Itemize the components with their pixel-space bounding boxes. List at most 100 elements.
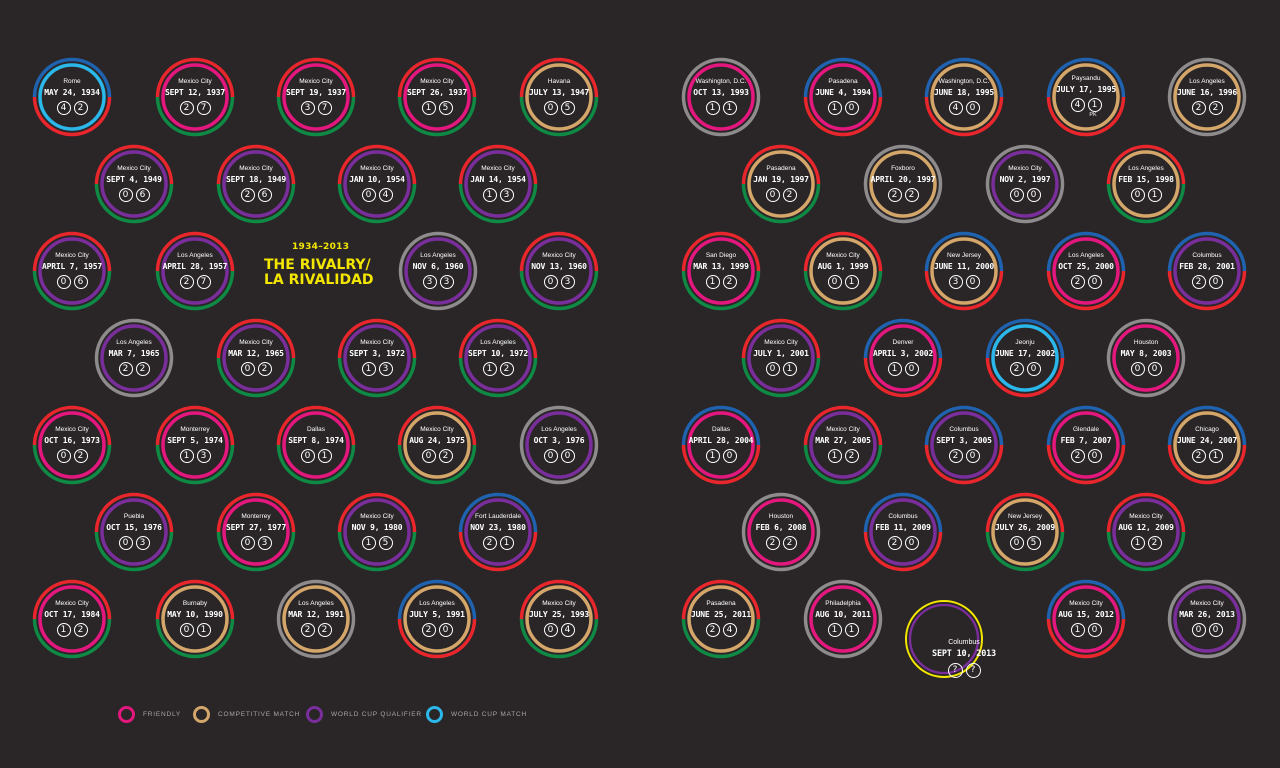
match-ring [681,57,761,137]
match-ring [863,492,943,572]
outer-ring-segment [803,96,883,137]
outer-ring-segment [924,270,1004,311]
inner-ring [1112,150,1180,218]
match-info: Mexico City SEPT 3, 1972 1 3 [337,318,417,398]
outer-ring [905,600,983,678]
match-circle: Los Angeles JUNE 16, 1996 2 2 [1167,57,1247,137]
mexico-score: 0 [1087,448,1102,463]
match-info: Mexico City SEPT 18, 1949 2 6 [216,144,296,224]
match-info: Washington, D.C. JUNE 18, 1995 4 0 [924,57,1004,137]
match-ring [905,600,983,678]
outer-ring-segment [519,405,599,446]
match-date: MAR 7, 1965 [108,348,160,358]
usa-score: 3 [300,100,315,115]
outer-ring-segment [985,531,1065,572]
match-info: Mexico City NOV 9, 1980 1 5 [337,492,417,572]
match-date: MAY 24, 1934 [44,87,100,97]
outer-ring-segment [924,57,1004,98]
mexico-score: 5 [438,100,453,115]
match-ring [924,57,1004,137]
match-city: Columbus [1192,251,1222,259]
match-info: Puebla OCT 15, 1976 0 3 [94,492,174,572]
outer-ring-segment [1106,531,1186,572]
outer-ring-segment [397,96,477,137]
match-city: Glendale [1072,425,1100,433]
match-city: Denver [892,338,914,346]
match-date: SEPT 27, 1977 [225,522,286,532]
outer-ring-segment [1046,405,1126,446]
match-date: AUG 1, 1999 [817,261,869,271]
match-circle: Monterrey SEPT 27, 1977 0 3 [216,492,296,572]
match-date: MAY 8, 2003 [1120,348,1172,358]
match-ring [681,405,761,485]
match-info: Mexico City NOV 2, 1997 0 0 [985,144,1065,224]
match-circle: Los Angeles MAR 7, 1965 2 2 [94,318,174,398]
inner-ring [809,237,877,305]
usa-score: 2 [118,361,133,376]
match-ring [458,144,538,224]
usa-score: 1 [827,100,842,115]
inner-ring [1173,411,1241,479]
inner-ring [1052,63,1120,131]
match-info: Los Angeles APRIL 28, 1957 2 7 [155,231,235,311]
match-date: APRIL 20, 1997 [870,174,936,184]
inner-ring [687,237,755,305]
outer-ring-segment [1046,57,1126,98]
match-info: Mexico City MAR 12, 1965 0 2 [216,318,296,398]
inner-ring [991,150,1059,218]
outer-ring-segment [803,270,883,311]
match-circle: Mexico City APRIL 7, 1957 0 6 [32,231,112,311]
match-info: Mexico City OCT 16, 1973 0 2 [32,405,112,485]
match-info: Los Angeles MAR 12, 1991 2 2 [276,579,356,659]
outer-ring-segment [32,444,112,485]
legend-label: FRIENDLY [143,711,182,718]
mexico-score: 3 [257,535,272,550]
match-date: APRIL 28, 1957 [162,261,228,271]
inner-ring [930,411,998,479]
inner-ring [908,603,980,675]
legend-swatch [118,706,135,723]
match-city: Mexico City [481,164,515,172]
match-info: Mexico City OCT 17, 1984 1 2 [32,579,112,659]
mexico-score: 0 [1208,622,1223,637]
match-date: APRIL 28, 2004 [688,435,754,445]
mexico-score: 3 [135,535,150,550]
match-ring [397,405,477,485]
match-info: Columbus FEB 11, 2009 2 0 [863,492,943,572]
match-city: Los Angeles [298,599,334,607]
inner-ring [161,63,229,131]
match-circle: Mexico City MAR 26, 2013 0 0 [1167,579,1247,659]
match-circle: Los Angeles SEPT 10, 1972 1 2 [458,318,538,398]
match-ring [337,318,417,398]
mexico-score: 2 [904,187,919,202]
outer-ring-segment [94,144,174,185]
match-ring [519,57,599,137]
match-info: Monterrey SEPT 27, 1977 0 3 [216,492,296,572]
inner-ring [1112,498,1180,566]
legend-item-friendly: FRIENDLY [118,706,181,723]
outer-ring-segment [985,492,1065,533]
match-city: Philadelphia [825,599,861,607]
usa-score: 0 [543,622,558,637]
outer-ring-segment [337,144,417,185]
match-city: Mexico City [542,251,576,259]
mexico-score: 4 [378,187,393,202]
mexico-score: 1 [1208,448,1223,463]
match-date: AUG 24, 1975 [409,435,465,445]
match-circle: Mexico City NOV 13, 1960 0 3 [519,231,599,311]
outer-ring-segment [1167,444,1247,485]
outer-ring-segment [681,405,761,446]
legend-item-qualifier: WORLD CUP QUALIFIER [306,706,422,723]
usa-score: 0 [421,448,436,463]
match-date: JAN 14, 1954 [470,174,526,184]
usa-score: 0 [1009,535,1024,550]
match-circle: Paysandu JULY 17, 1995 4 1 PK [1046,57,1126,137]
